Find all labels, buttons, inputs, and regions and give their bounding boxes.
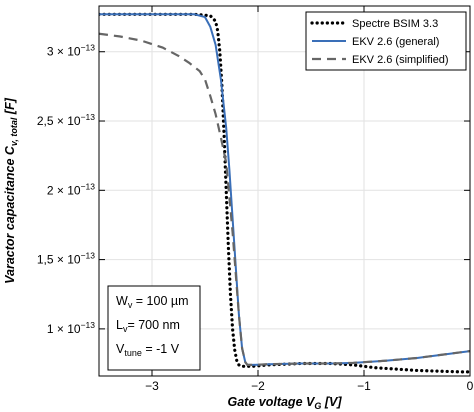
legend-label-2: EKV 2.6 (simplified) xyxy=(352,54,449,66)
annotation-line-1: Lv= 700 nm xyxy=(116,318,180,334)
y-tick-label-0: 1 × 10−13 xyxy=(47,320,95,336)
legend-label-0: Spectre BSIM 3.3 xyxy=(352,18,438,30)
y-tick-label-2: 2 × 10−13 xyxy=(47,181,95,197)
plot-frame xyxy=(98,5,471,377)
y-tick-label-1: 1,5 × 10−13 xyxy=(37,251,95,267)
legend-label-1: EKV 2.6 (general) xyxy=(352,36,439,48)
y-axis-label: Varactor capacitance Cv, total [F] xyxy=(3,97,19,284)
x-axis-label: Gate voltage VG [V] xyxy=(228,395,343,411)
x-tick-label-1: −2 xyxy=(251,379,265,393)
x-tick-label-2: −1 xyxy=(357,379,371,393)
y-tick-label-4: 3 × 10−13 xyxy=(47,43,95,59)
annotation-lines: Wv = 100 µm Lv= 700 nm Vtune = -1 V xyxy=(116,294,189,358)
annotation-box xyxy=(107,285,201,371)
x-tick-label-0: −3 xyxy=(145,379,159,393)
series-line-0 xyxy=(99,12,470,374)
annotation-line-2: Vtune = -1 V xyxy=(116,342,180,358)
tick-labels: −3 −2 −1 0 1 × 10−13 1,5 × 10−13 2 × 10−13 2,5 … xyxy=(37,43,474,393)
series-line-1 xyxy=(99,13,470,366)
legend-entries: Spectre BSIM 3.3 EKV 2.6 (general) EKV 2.6… xyxy=(310,18,449,66)
series-layer xyxy=(99,12,470,374)
y-tick-label-3: 2,5 × 10−13 xyxy=(37,112,95,128)
annotation: Wv = 100 µm Lv= 700 nm Vtune = -1 V xyxy=(107,285,201,371)
annotation-line-0: Wv = 100 µm xyxy=(116,294,189,310)
legend: Spectre BSIM 3.3 EKV 2.6 (general) EKV 2.6… xyxy=(305,11,467,71)
ticks xyxy=(99,6,471,376)
x-tick-label-3: 0 xyxy=(467,379,474,393)
